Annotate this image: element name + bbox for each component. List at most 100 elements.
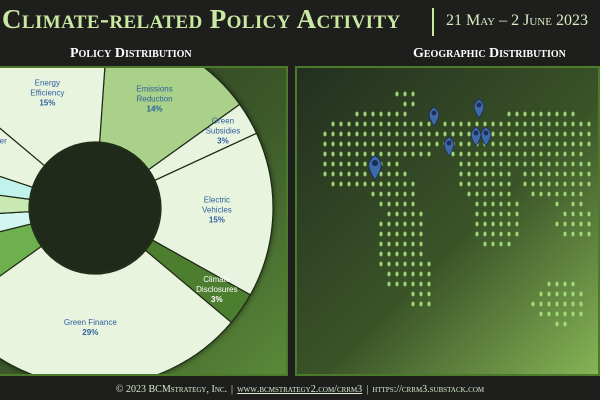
map-dot (371, 181, 375, 187)
map-dot (387, 121, 391, 127)
slice-nuclear-power[interactable] (0, 94, 46, 188)
map-dot (419, 221, 423, 227)
map-dot (555, 151, 559, 157)
map-dot (363, 151, 367, 157)
map-dot (387, 261, 391, 267)
map-dot (571, 311, 575, 317)
map-dot (587, 231, 591, 237)
slice-emissions-reduction[interactable] (98, 68, 241, 171)
map-dot (571, 111, 575, 117)
map-dot (363, 121, 367, 127)
map-dot (427, 271, 431, 277)
map-dot (531, 171, 535, 177)
map-dot (411, 91, 415, 97)
map-dot (387, 231, 391, 237)
map-dot (587, 121, 591, 127)
map-dot (387, 141, 391, 147)
map-dot (403, 271, 407, 277)
map-dot (579, 311, 583, 317)
map-dot (499, 161, 503, 167)
slice-energy-efficiency[interactable] (0, 68, 107, 167)
location-pin-icon[interactable] (473, 98, 485, 119)
map-dot (403, 141, 407, 147)
map-dot (587, 171, 591, 177)
map-dot (411, 261, 415, 267)
slice-green-finance[interactable] (0, 245, 233, 376)
slice-label-green-subsidies: Green Subsidies 3% (206, 117, 241, 146)
map-dot (571, 161, 575, 167)
map-dot (523, 151, 527, 157)
map-dot (371, 131, 375, 137)
map-dot (411, 201, 415, 207)
location-pin-icon[interactable] (428, 106, 440, 127)
map-dot (411, 281, 415, 287)
map-dot (555, 191, 559, 197)
map-dot (411, 221, 415, 227)
map-dot (339, 181, 343, 187)
map-land-dots (323, 91, 591, 327)
map-dot (379, 221, 383, 227)
map-dot (483, 151, 487, 157)
map-dot (555, 111, 559, 117)
map-dot (531, 181, 535, 187)
map-dot (419, 271, 423, 277)
map-dot (555, 121, 559, 127)
map-dot (547, 131, 551, 137)
map-dot (323, 131, 327, 137)
location-pin-icon[interactable] (470, 126, 482, 147)
map-dot (411, 231, 415, 237)
map-dot (379, 141, 383, 147)
slice-electric-vehicles[interactable] (151, 132, 274, 296)
location-pin-icon[interactable] (368, 154, 382, 181)
map-dot (499, 221, 503, 227)
map-dot (459, 131, 463, 137)
map-dot (547, 121, 551, 127)
map-dot (395, 181, 399, 187)
donut-slices (0, 68, 274, 376)
map-dot (563, 131, 567, 137)
map-dot (411, 101, 415, 107)
slice-label-climate-disclosures: Climate Disclosures 3% (196, 275, 237, 304)
slice-geothermal[interactable] (0, 223, 43, 312)
map-dot (579, 191, 583, 197)
map-dot (395, 201, 399, 207)
map-dot (555, 291, 559, 297)
website-link[interactable]: www.bcmstrategy2.com/crrm3 (237, 384, 363, 395)
map-dot (531, 191, 535, 197)
map-dot (515, 211, 519, 217)
map-dot (483, 181, 487, 187)
location-pin-icon[interactable] (480, 126, 492, 147)
map-dot (539, 301, 543, 307)
map-dot (547, 141, 551, 147)
map-dot (347, 141, 351, 147)
substack-link[interactable]: https://crrm3.substack.com (372, 384, 485, 395)
map-dot (491, 171, 495, 177)
map-dot (403, 231, 407, 237)
map-dot (507, 121, 511, 127)
map-dot (563, 321, 567, 327)
map-dot (571, 281, 575, 287)
map-dot (331, 161, 335, 167)
map-dot (555, 161, 559, 167)
map-dot (523, 121, 527, 127)
geographic-distribution-panel (295, 66, 600, 376)
map-dot (403, 151, 407, 157)
map-dot (507, 201, 511, 207)
map-dot (483, 171, 487, 177)
map-dot (563, 111, 567, 117)
map-dot (507, 131, 511, 137)
map-dot (483, 211, 487, 217)
map-dot (443, 131, 447, 137)
map-dot (395, 131, 399, 137)
map-dot (387, 281, 391, 287)
map-dot (451, 131, 455, 137)
location-pin-icon[interactable] (443, 136, 455, 157)
copyright-text: © 2023 BCMstrategy, Inc. (115, 384, 228, 395)
map-dot (347, 131, 351, 137)
map-dot (395, 141, 399, 147)
map-dot (571, 221, 575, 227)
map-dot (387, 111, 391, 117)
map-dot (563, 141, 567, 147)
map-dot (499, 151, 503, 157)
map-dot (347, 161, 351, 167)
